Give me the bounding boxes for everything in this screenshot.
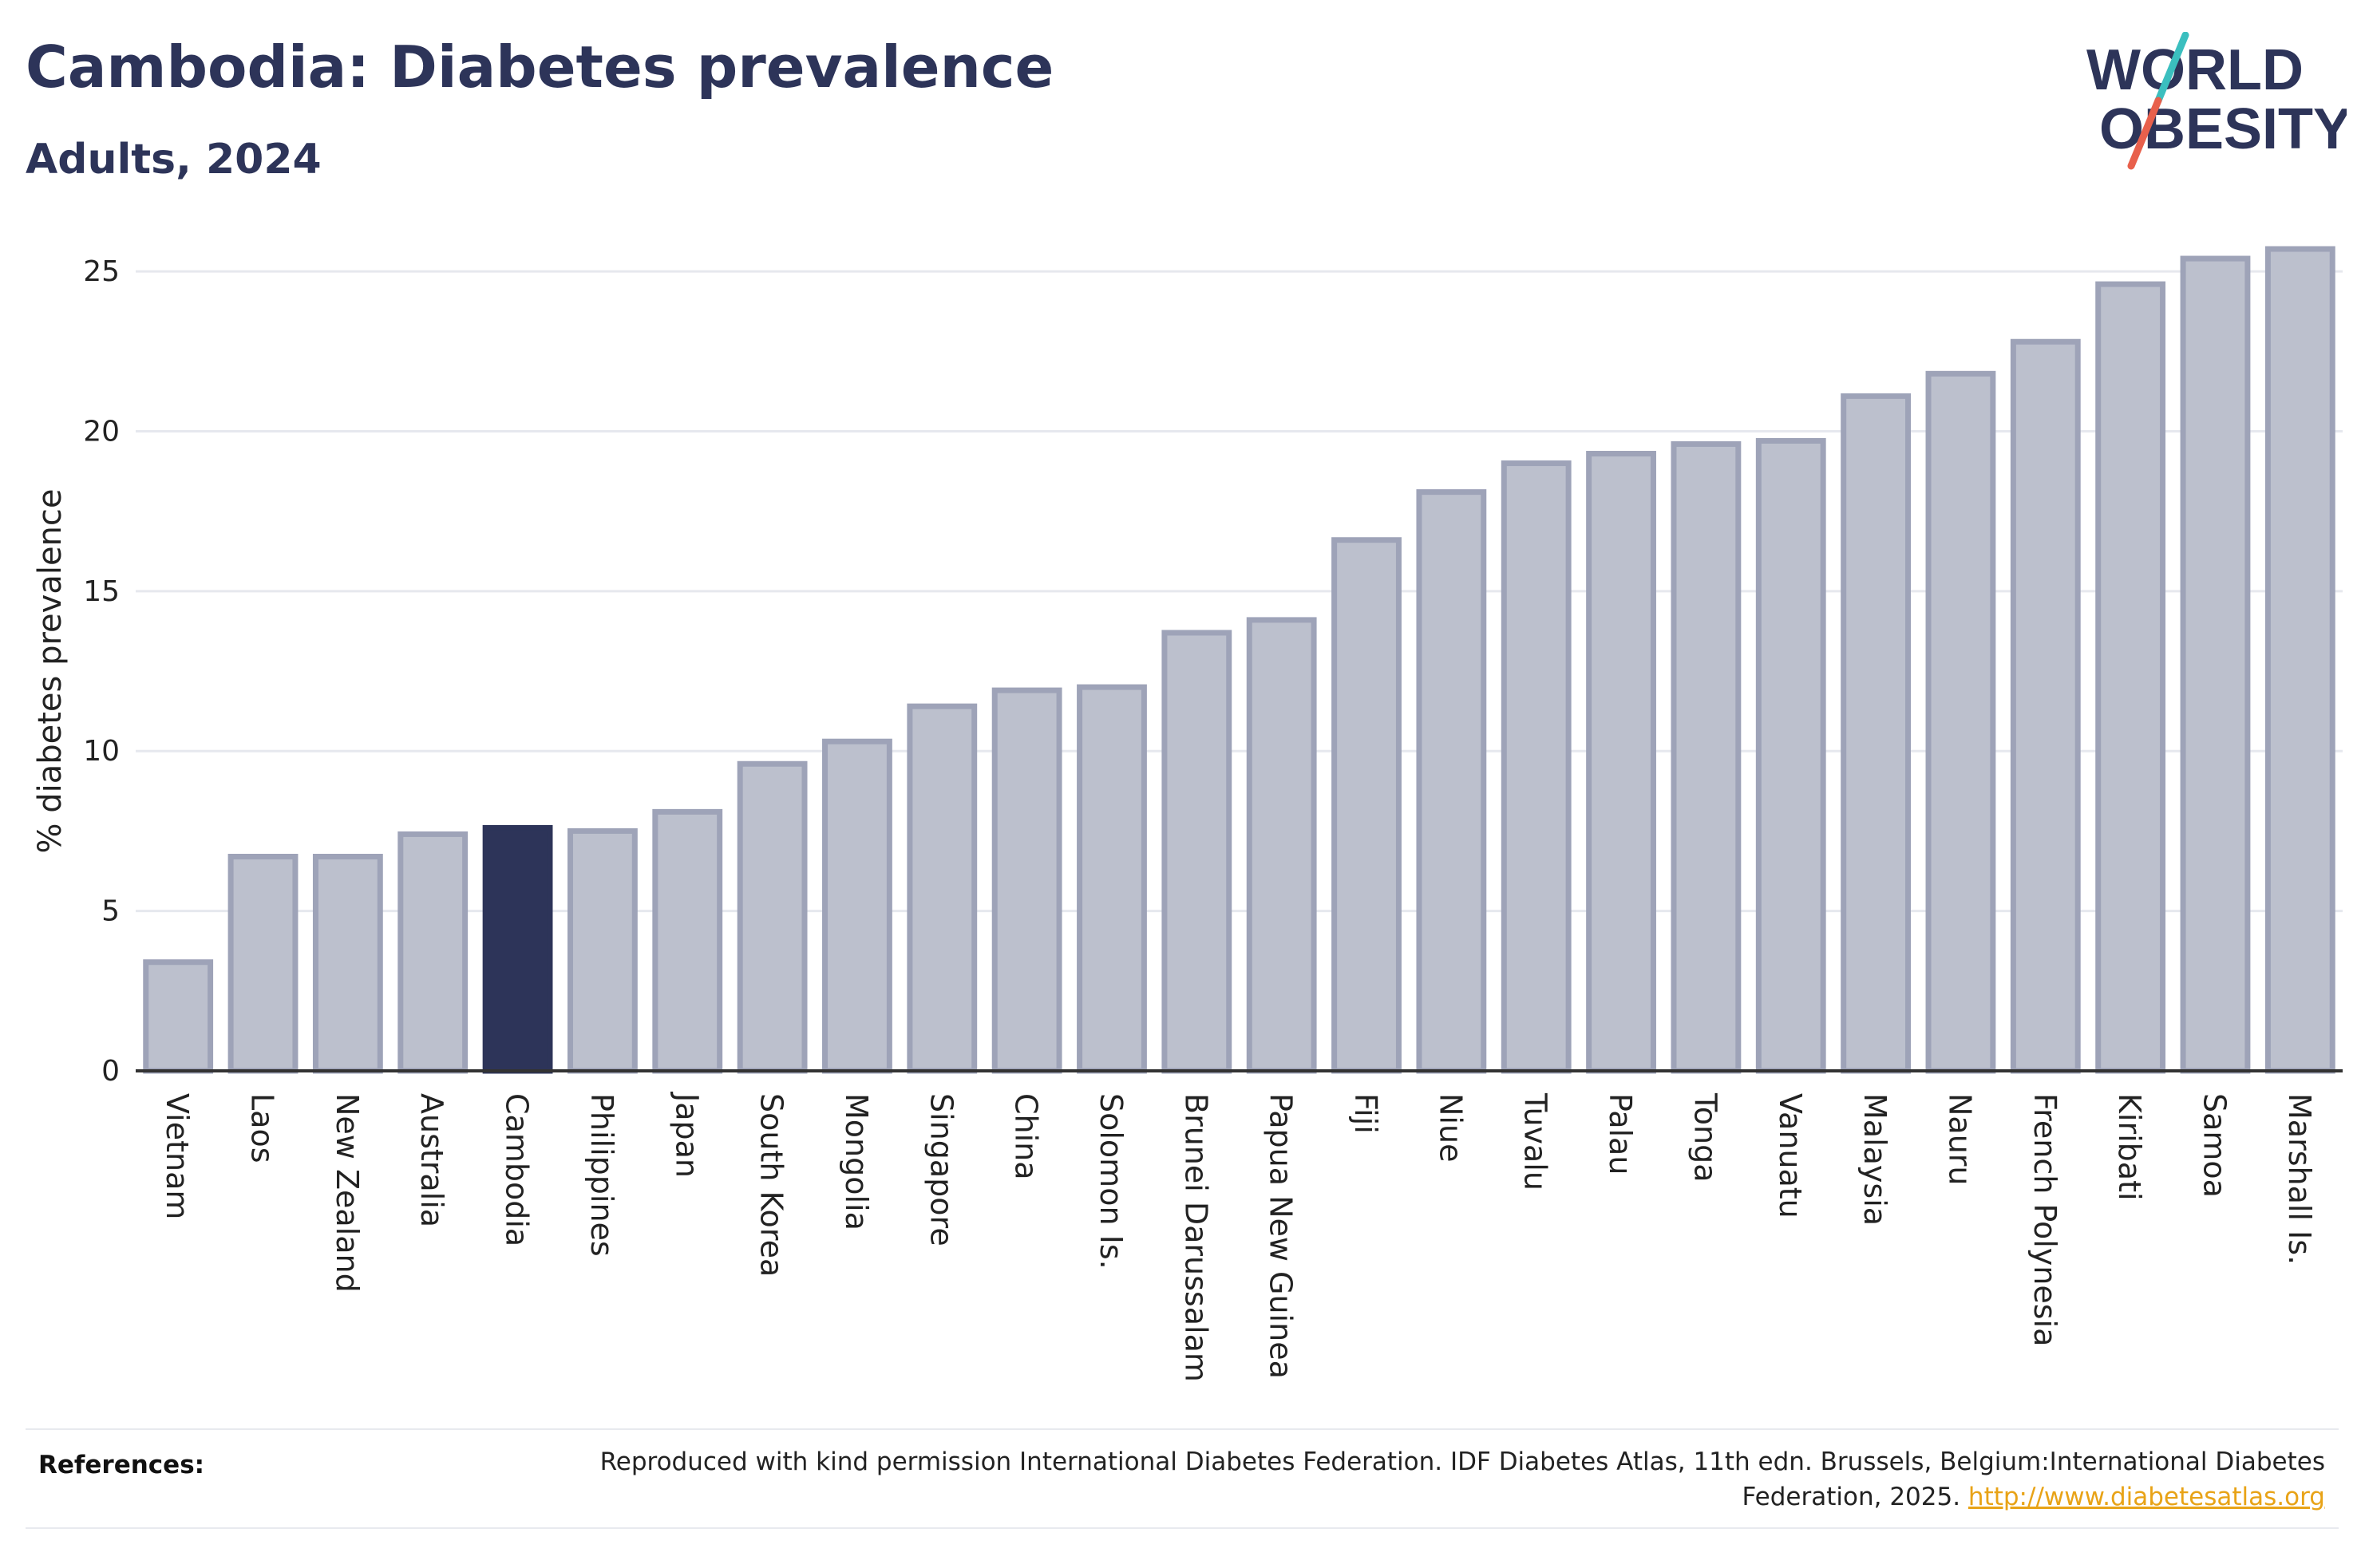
x-tick-label: Marshall Is.: [2282, 1093, 2317, 1265]
x-tick-label: Brunei Darussalam: [1178, 1093, 1213, 1382]
x-tick-label: Malaysia: [1857, 1093, 1892, 1226]
x-tick-label: Niue: [1433, 1093, 1468, 1162]
y-tick-label: 5: [101, 895, 120, 928]
bar: [1501, 460, 1572, 1074]
bar: [2010, 338, 2081, 1074]
x-tick-label: New Zealand: [330, 1093, 365, 1293]
bar: [1077, 684, 1147, 1074]
x-tick-label: Fiji: [1348, 1093, 1383, 1134]
y-axis-label: % diabetes prevalence: [32, 488, 69, 853]
x-tick-label: Samoa: [2197, 1093, 2232, 1198]
bar: [1755, 437, 1826, 1074]
bar: [1246, 617, 1317, 1074]
bar: [2095, 281, 2166, 1074]
bar: [822, 738, 892, 1074]
references-citation: Reproduced with kind permission Internat…: [599, 1448, 2325, 1511]
y-tick-label: 25: [83, 255, 120, 288]
bar: [737, 760, 808, 1074]
x-tick-label: Vanuatu: [1773, 1093, 1808, 1218]
chart-title: Cambodia: Diabetes prevalence: [26, 34, 1054, 101]
x-tick-label: Laos: [245, 1093, 280, 1163]
bar: [1671, 440, 1742, 1074]
x-tick-label: Australia: [414, 1093, 449, 1227]
bar: [312, 853, 383, 1074]
x-tick-label: Philippines: [584, 1093, 619, 1257]
y-tick-label: 0: [101, 1055, 120, 1088]
references-bottom-divider: [26, 1527, 2339, 1529]
x-tick-label: Solomon Is.: [1093, 1093, 1129, 1270]
bar: [2264, 246, 2335, 1074]
bar: [143, 959, 214, 1074]
x-tick-label: Tuvalu: [1518, 1092, 1553, 1191]
x-tick-label: Cambodia: [500, 1093, 535, 1246]
bar: [1331, 537, 1402, 1074]
bar: [1841, 393, 1912, 1074]
references-text: Reproduced with kind permission Internat…: [569, 1444, 2325, 1515]
bar: [1161, 630, 1232, 1074]
bar: [907, 703, 978, 1074]
x-tick-label: Mongolia: [839, 1093, 874, 1230]
bar: [1586, 451, 1656, 1074]
references-top-divider: [26, 1428, 2339, 1430]
bar-highlight: [482, 824, 553, 1074]
bar: [2180, 255, 2251, 1074]
references-label: References:: [38, 1451, 205, 1479]
x-tick-label: South Korea: [754, 1093, 789, 1277]
bar: [652, 808, 723, 1074]
x-tick-label: Kiribati: [2112, 1093, 2147, 1201]
x-tick-label: Nauru: [1942, 1093, 1977, 1186]
x-tick-label: French Polynesia: [2027, 1093, 2062, 1346]
references-link[interactable]: http://www.diabetesatlas.org: [1968, 1483, 2325, 1511]
y-tick-label: 15: [83, 575, 120, 608]
x-tick-label: Papua New Guinea: [1264, 1093, 1299, 1379]
x-tick-label: Tonga: [1687, 1092, 1722, 1183]
bar: [397, 831, 469, 1074]
bar: [1416, 489, 1487, 1074]
bar: [567, 827, 638, 1074]
y-tick-label: 10: [83, 735, 120, 768]
bar: [991, 687, 1062, 1074]
logo-line-1: WORLD: [2086, 38, 2304, 102]
x-tick-label: China: [1009, 1093, 1044, 1180]
bar: [1925, 370, 1996, 1074]
logo-slash-coral: [2127, 97, 2162, 170]
world-obesity-logo: WORLD OBESITY: [2086, 32, 2347, 170]
chart-subtitle: Adults, 2024: [26, 136, 322, 184]
logo-slash-teal: [2154, 32, 2189, 105]
x-tick-label: Japan: [669, 1092, 704, 1178]
bar: [227, 853, 299, 1074]
x-tick-label: Palau: [1603, 1093, 1638, 1175]
x-tick-label: Singapore: [923, 1093, 959, 1246]
y-tick-label: 20: [83, 415, 120, 448]
x-tick-label: Vietnam: [160, 1093, 195, 1219]
